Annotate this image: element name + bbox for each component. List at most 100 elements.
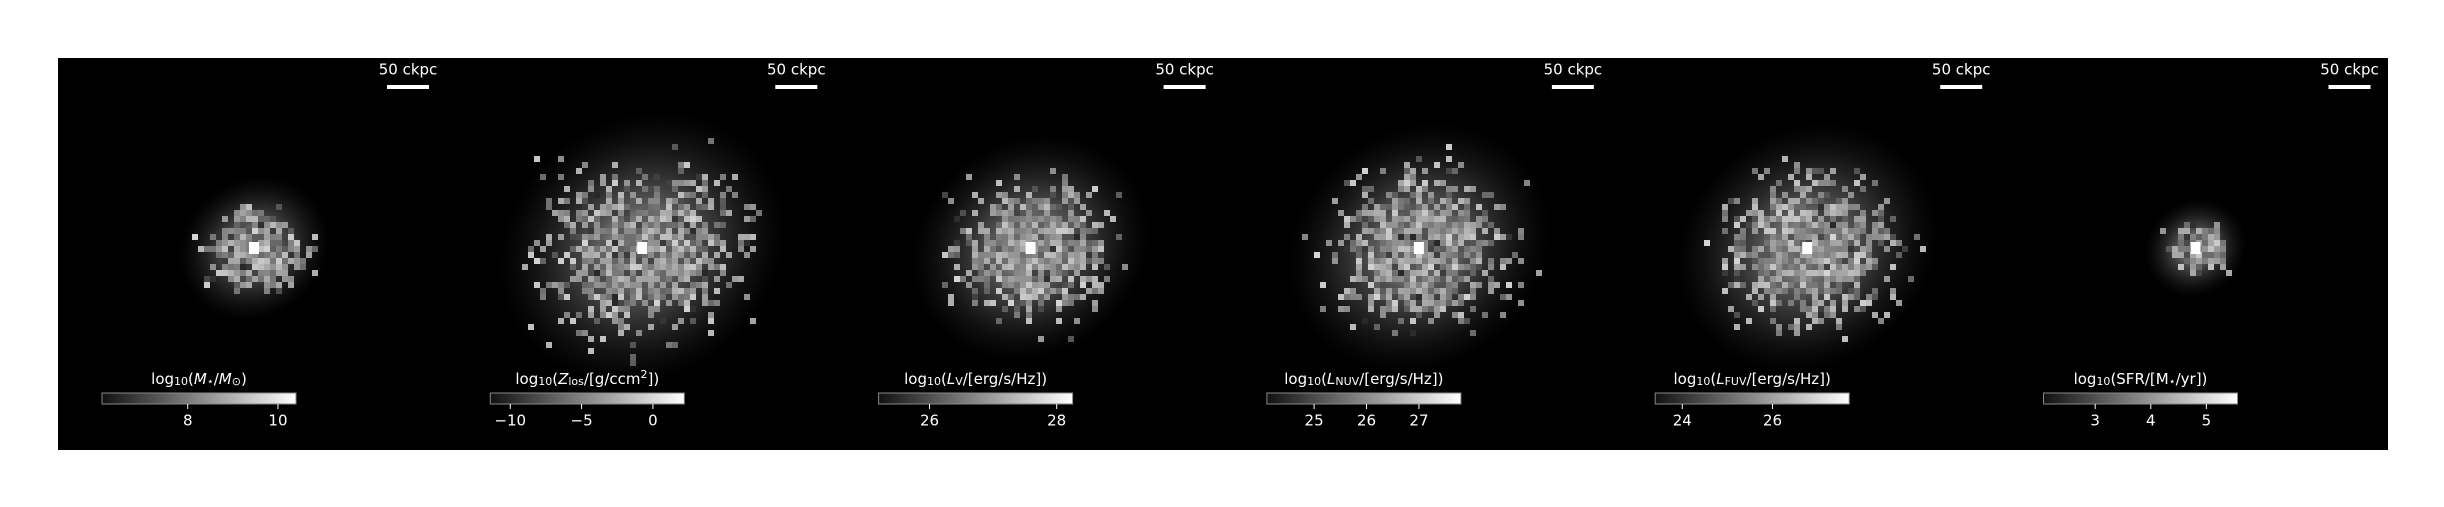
pixel	[1044, 288, 1050, 294]
pixel	[618, 306, 624, 312]
pixel	[1404, 222, 1410, 228]
label-part: M	[219, 370, 232, 388]
pixel	[690, 228, 696, 234]
pixel	[666, 240, 672, 246]
pixel	[1746, 252, 1752, 258]
pixel	[672, 342, 678, 348]
pixel	[624, 216, 630, 222]
pixel	[1752, 216, 1758, 222]
pixel	[1452, 282, 1458, 288]
pixel	[1434, 300, 1440, 306]
pixel	[1344, 294, 1350, 300]
pixel	[1788, 210, 1794, 216]
pixel	[714, 180, 720, 186]
pixel	[594, 294, 600, 300]
pixel	[1374, 204, 1380, 210]
pixel	[714, 252, 720, 258]
pixel	[264, 222, 270, 228]
pixel	[1428, 276, 1434, 282]
pixel	[1800, 228, 1806, 234]
pixel	[1818, 180, 1824, 186]
pixel	[1374, 216, 1380, 222]
pixel	[954, 264, 960, 270]
pixel	[1896, 300, 1902, 306]
pixel	[684, 180, 690, 186]
pixel	[600, 204, 606, 210]
pixel	[2220, 258, 2226, 264]
pixel	[1854, 222, 1860, 228]
pixel	[288, 282, 294, 288]
pixel	[564, 216, 570, 222]
pixel	[1452, 300, 1458, 306]
label-part: NUV	[1335, 375, 1359, 388]
pixel	[1788, 300, 1794, 306]
pixel	[1032, 198, 1038, 204]
pixel	[708, 258, 714, 264]
pixel	[276, 228, 282, 234]
pixel	[1488, 288, 1494, 294]
label-part: M	[194, 370, 207, 388]
colorbar-tick-label: −5	[571, 412, 593, 430]
pixel	[1410, 204, 1416, 210]
pixel	[594, 246, 600, 252]
pixel	[1392, 216, 1398, 222]
pixel	[300, 258, 306, 264]
pixel	[1506, 258, 1512, 264]
pixel	[642, 258, 648, 264]
pixel	[1440, 228, 1446, 234]
pixel	[1398, 276, 1404, 282]
pixel	[1824, 246, 1830, 252]
pixel	[1380, 306, 1386, 312]
pixel	[1770, 258, 1776, 264]
pixel	[618, 240, 624, 246]
pixel	[1068, 282, 1074, 288]
pixel	[1734, 246, 1740, 252]
pixel	[204, 282, 210, 288]
scale-bar-label: 50 ckpc	[379, 61, 438, 79]
pixel	[618, 264, 624, 270]
pixel	[606, 240, 612, 246]
pixel	[1080, 276, 1086, 282]
pixel	[1896, 240, 1902, 246]
pixel	[1404, 300, 1410, 306]
pixel	[1728, 306, 1734, 312]
pixel	[546, 204, 552, 210]
pixel	[972, 246, 978, 252]
pixel	[594, 222, 600, 228]
pixel	[1068, 204, 1074, 210]
pixel	[1878, 240, 1884, 246]
pixel	[1752, 222, 1758, 228]
pixel	[744, 294, 750, 300]
pixel	[222, 246, 228, 252]
pixel	[1758, 282, 1764, 288]
pixel	[228, 246, 234, 252]
pixel	[1074, 264, 1080, 270]
pixel	[1776, 276, 1782, 282]
pixel	[1770, 276, 1776, 282]
pixel	[1794, 240, 1800, 246]
pixel	[1482, 210, 1488, 216]
pixel	[1062, 294, 1068, 300]
pixel	[1482, 240, 1488, 246]
label-part: 10	[1307, 375, 1321, 388]
pixel	[1758, 222, 1764, 228]
pixel	[1764, 228, 1770, 234]
pixel	[684, 240, 690, 246]
pixel	[978, 252, 984, 258]
pixel	[1362, 276, 1368, 282]
pixel	[960, 228, 966, 234]
pixel	[1854, 204, 1860, 210]
pixel	[1830, 180, 1836, 186]
pixel	[1872, 312, 1878, 318]
pixel	[1794, 228, 1800, 234]
pixel	[660, 216, 666, 222]
pixel	[1764, 288, 1770, 294]
pixel	[1506, 294, 1512, 300]
pixel	[294, 246, 300, 252]
pixel	[294, 252, 300, 258]
galaxy-core	[2190, 242, 2201, 254]
pixel	[1788, 198, 1794, 204]
pixel	[1782, 228, 1788, 234]
pixel	[1002, 252, 1008, 258]
pixel	[288, 246, 294, 252]
